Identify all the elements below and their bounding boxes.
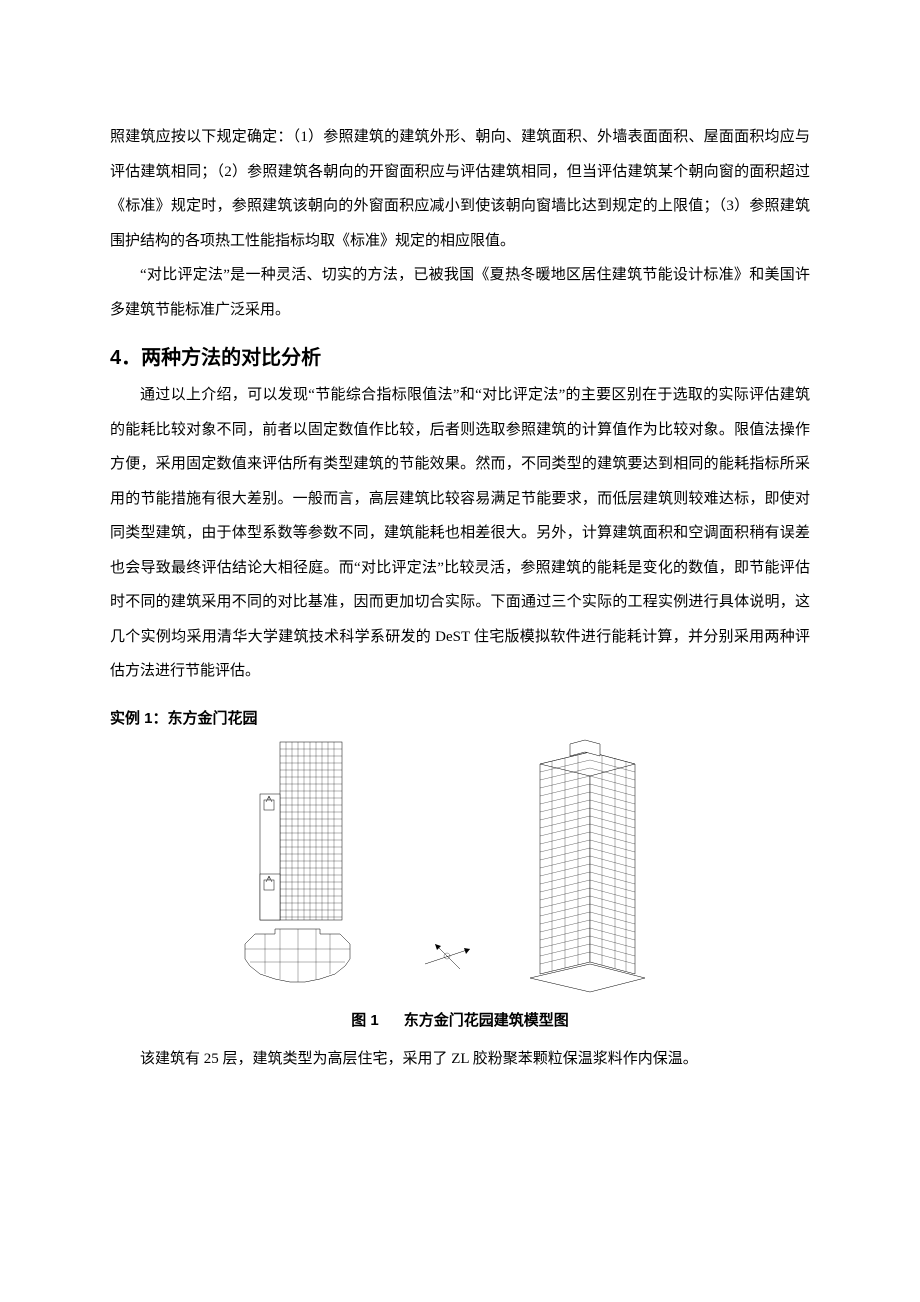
figure-1 [110,734,810,999]
compass-icon [425,944,470,969]
building-model-diagram [220,734,700,994]
example-1-title: 实例 1：东方金门花园 [110,707,810,728]
figure-title: 东方金门花园建筑模型图 [404,1012,569,1029]
elevation-tower [260,742,342,920]
isometric-tower [530,740,645,992]
figure-number: 图 1 [351,1012,379,1029]
paragraph-4: 该建筑有 25 层，建筑类型为高层住宅，采用了 ZL 胶粉聚苯颗粒保温浆料作内保… [110,1042,810,1077]
figure-1-caption: 图 1 东方金门花园建筑模型图 [110,1009,810,1030]
document-page: 照建筑应按以下规定确定：（1）参照建筑的建筑外形、朝向、建筑面积、外墙表面面积、… [0,0,920,1156]
floor-plan [245,929,350,982]
heading-section-4: 4．两种方法的对比分析 [110,341,810,370]
paragraph-3: 通过以上介绍，可以发现“节能综合指标限值法”和“对比评定法”的主要区别在于选取的… [110,378,810,689]
paragraph-2: “对比评定法”是一种灵活、切实的方法，已被我国《夏热冬暖地区居住建筑节能设计标准… [110,258,810,327]
paragraph-1: 照建筑应按以下规定确定：（1）参照建筑的建筑外形、朝向、建筑面积、外墙表面面积、… [110,120,810,258]
